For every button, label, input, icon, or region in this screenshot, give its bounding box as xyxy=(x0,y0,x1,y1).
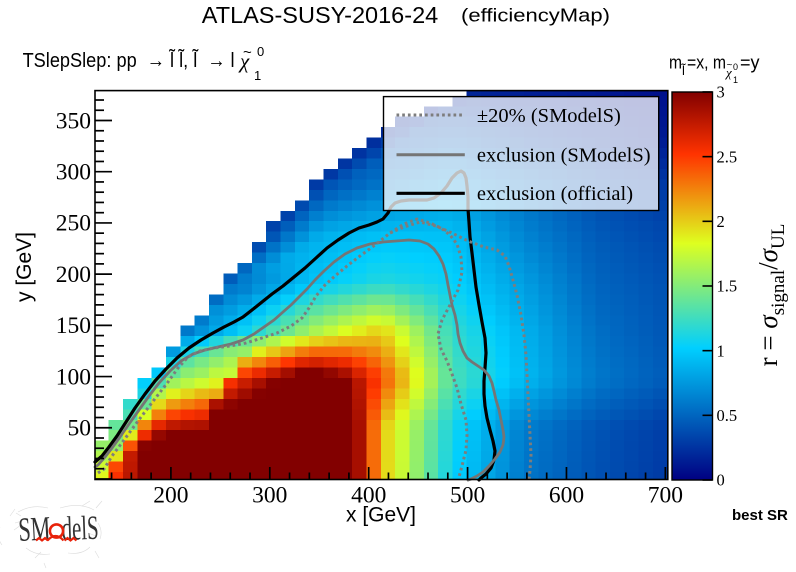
svg-text:SM: SM xyxy=(17,510,51,549)
svg-text:±20% (SModelS): ±20% (SModelS) xyxy=(477,105,621,127)
svg-text:=y: =y xyxy=(740,53,760,73)
svg-text:m: m xyxy=(669,53,682,73)
svg-text:100: 100 xyxy=(56,364,91,390)
svg-text:1.5: 1.5 xyxy=(717,277,738,296)
svg-text:350: 350 xyxy=(56,108,91,134)
svg-text:400: 400 xyxy=(351,483,386,509)
svg-text:200: 200 xyxy=(56,262,91,288)
svg-text:~: ~ xyxy=(243,44,252,61)
svg-text:~: ~ xyxy=(727,60,733,71)
svg-text:1: 1 xyxy=(717,341,725,360)
svg-text:250: 250 xyxy=(56,211,91,237)
svg-text:χ: χ xyxy=(238,49,250,73)
svg-text:300: 300 xyxy=(252,483,287,509)
svg-text:1: 1 xyxy=(254,68,261,83)
svg-text:700: 700 xyxy=(648,483,683,509)
svg-text:l̃: l̃ xyxy=(680,63,686,78)
svg-text:200: 200 xyxy=(153,483,188,509)
svg-text:ATLAS-SUSY-2016-24: ATLAS-SUSY-2016-24 xyxy=(202,2,438,28)
svg-text:delS: delS xyxy=(61,510,99,548)
svg-text:500: 500 xyxy=(450,483,485,509)
svg-text:TSlepSlep: pp → l̃ l̃, l̃ →: TSlepSlep: pp → l̃ l̃, l̃ → l xyxy=(23,48,235,72)
svg-text:=x, m: =x, m xyxy=(687,53,726,73)
svg-text:χ: χ xyxy=(724,65,732,80)
svg-text:2: 2 xyxy=(717,212,725,231)
svg-text:r = σsignal/σUL: r = σsignal/σUL xyxy=(753,224,789,367)
svg-text:50: 50 xyxy=(68,416,92,442)
svg-text:3: 3 xyxy=(717,83,725,102)
svg-text:600: 600 xyxy=(549,483,584,509)
svg-text:exclusion (SModelS): exclusion (SModelS) xyxy=(477,145,651,167)
svg-text:1: 1 xyxy=(733,75,738,85)
svg-text:y [GeV]: y [GeV] xyxy=(13,232,36,302)
svg-text:0: 0 xyxy=(257,44,264,59)
svg-text:x [GeV]: x [GeV] xyxy=(346,504,416,527)
svg-text:0: 0 xyxy=(733,62,738,72)
svg-text:(efficiencyMap): (efficiencyMap) xyxy=(461,5,610,26)
svg-text:best SR: best SR xyxy=(732,507,788,524)
svg-text:300: 300 xyxy=(56,160,91,186)
svg-text:2.5: 2.5 xyxy=(717,147,738,166)
svg-text:0.5: 0.5 xyxy=(717,406,738,425)
svg-text:0: 0 xyxy=(717,471,725,490)
svg-text:150: 150 xyxy=(56,313,91,339)
svg-text:exclusion (official): exclusion (official) xyxy=(477,183,633,205)
